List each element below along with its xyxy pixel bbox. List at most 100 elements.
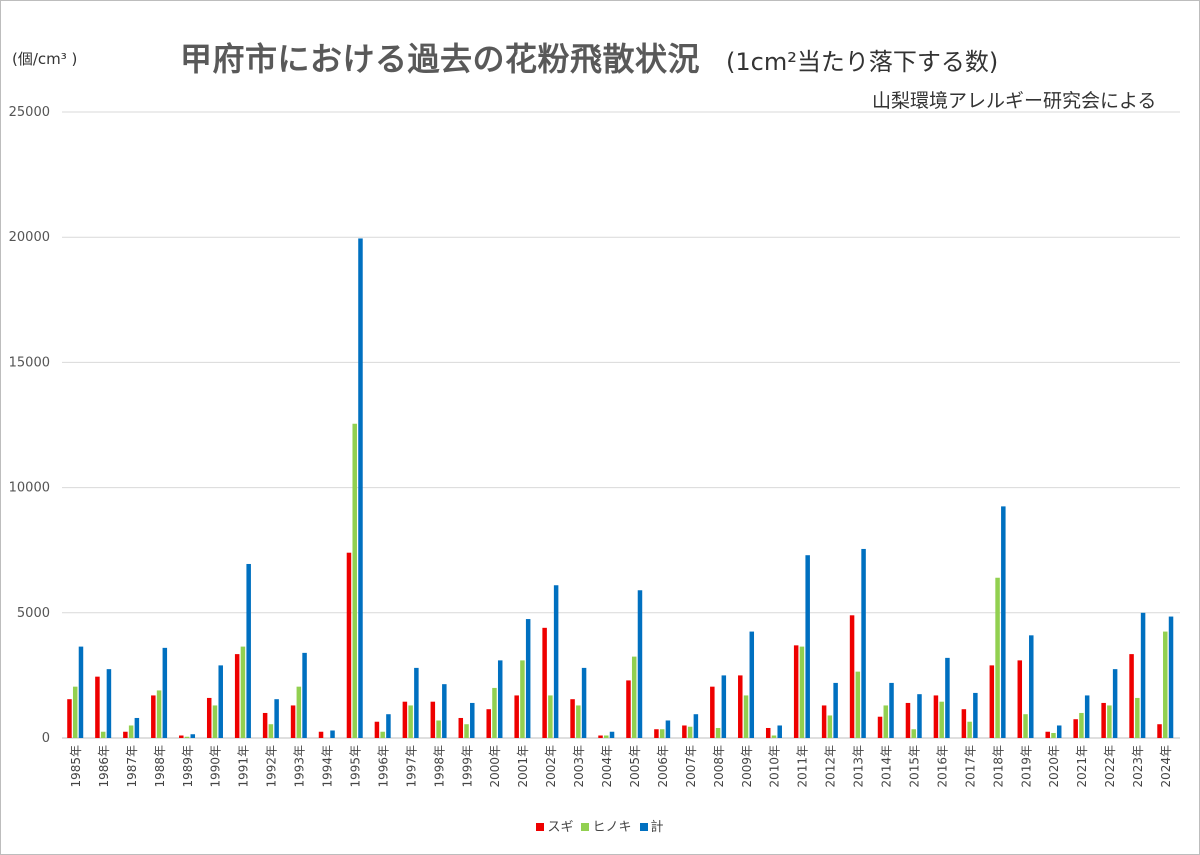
legend-label: ヒノキ [592, 820, 632, 835]
bar-hinoki [604, 735, 609, 738]
y-tick-label: 5000 [17, 606, 50, 621]
bar-sugi [123, 731, 128, 738]
bar-sugi [849, 615, 855, 738]
bar-total [386, 714, 391, 738]
bar-sugi [458, 717, 464, 738]
bar-hinoki [1023, 714, 1028, 738]
x-tick-label: 2015年 [907, 745, 921, 788]
bar-sugi [710, 686, 715, 738]
bar-total [442, 684, 447, 738]
bar-hinoki [771, 735, 777, 738]
bar-sugi [877, 716, 883, 738]
x-tick-label: 1990年 [209, 745, 223, 788]
bar-total [1112, 669, 1118, 738]
bar-total [945, 657, 950, 738]
bar-total [1029, 635, 1034, 738]
x-tick-label: 2013年 [852, 745, 866, 788]
bar-total [581, 667, 587, 738]
bar-sugi [905, 702, 911, 738]
x-tick-label: 1994年 [321, 745, 335, 788]
x-tick-label: 1987年 [125, 745, 139, 788]
bar-sugi [654, 729, 659, 738]
bar-sugi [793, 645, 799, 738]
bar-hinoki [520, 660, 525, 738]
bar-sugi [374, 721, 380, 738]
bar-sugi [961, 709, 967, 738]
bar-total [917, 694, 922, 738]
bar-sugi [179, 735, 184, 738]
chart-subtitle: (1cm²当たり落下する数) [726, 48, 999, 76]
bar-sugi [262, 712, 268, 738]
x-tick-label: 2020年 [1047, 745, 1061, 788]
bar-total [218, 665, 223, 738]
bar-total [330, 730, 335, 738]
x-tick-label: 2021年 [1075, 745, 1089, 788]
bar-sugi [765, 727, 771, 738]
bar-hinoki [212, 705, 218, 738]
bar-total [889, 682, 894, 738]
x-tick-label: 2016年 [935, 745, 949, 788]
x-tick-label: 2008年 [712, 745, 726, 788]
bar-total [1084, 695, 1090, 738]
bar-total [833, 682, 838, 738]
bar-hinoki [464, 724, 469, 738]
bar-total [777, 725, 782, 738]
legend-label: スギ [547, 820, 574, 835]
x-tick-label: 2004年 [600, 745, 614, 788]
x-tick-label: 1999年 [460, 745, 474, 788]
x-tick-label: 1991年 [237, 745, 251, 788]
bar-sugi [1045, 731, 1050, 738]
bar-hinoki [995, 577, 1000, 738]
bar-hinoki [184, 736, 190, 738]
bar-sugi [234, 654, 240, 738]
y-tick-label: 0 [42, 731, 50, 746]
bar-hinoki [911, 729, 916, 738]
bar-sugi [738, 675, 743, 738]
x-tick-label: 1989年 [181, 745, 195, 788]
x-tick-label: 1993年 [293, 745, 307, 788]
bar-hinoki [1107, 705, 1112, 738]
bar-hinoki [352, 423, 357, 738]
bar-sugi [626, 680, 631, 738]
chart-title: 甲府市における過去の花粉飛散状況 [180, 40, 701, 78]
x-tick-label: 1998年 [432, 745, 446, 788]
x-tick-label: 1992年 [265, 745, 279, 788]
bar-sugi [1073, 719, 1078, 738]
bar-hinoki [715, 727, 721, 738]
bar-hinoki [883, 705, 889, 738]
bar-hinoki [128, 725, 134, 738]
legend-label: 計 [650, 820, 664, 835]
bar-total [1001, 506, 1006, 738]
bar-total [162, 647, 168, 738]
bar-hinoki [939, 701, 944, 738]
bar-total [134, 717, 140, 738]
bar-sugi [514, 695, 519, 738]
x-tick-label: 2014年 [880, 745, 894, 788]
bar-total [470, 702, 475, 738]
bar-hinoki [687, 726, 693, 738]
bar-hinoki [799, 646, 805, 738]
bar-sugi [1101, 702, 1106, 738]
x-tick-label: 2024年 [1159, 745, 1173, 788]
bar-total [497, 660, 503, 738]
bar-hinoki [72, 686, 78, 738]
bar-sugi [290, 705, 296, 738]
bar-total [553, 585, 559, 738]
bar-total [1168, 616, 1174, 738]
bar-total [414, 667, 419, 738]
bar-hinoki [408, 705, 413, 738]
x-tick-label: 2001年 [516, 745, 530, 788]
y-tick-label: 10000 [9, 481, 50, 496]
chart-legend: スギ ヒノキ 計 [0, 816, 1200, 835]
bar-total [665, 720, 671, 738]
bar-sugi [1017, 660, 1023, 738]
x-tick-label: 2003年 [572, 745, 586, 788]
bar-sugi [206, 697, 212, 738]
bar-hinoki [827, 715, 833, 738]
bar-total [358, 238, 363, 738]
x-tick-label: 2009年 [740, 745, 754, 788]
bar-total [805, 555, 810, 738]
bar-total [637, 590, 643, 738]
